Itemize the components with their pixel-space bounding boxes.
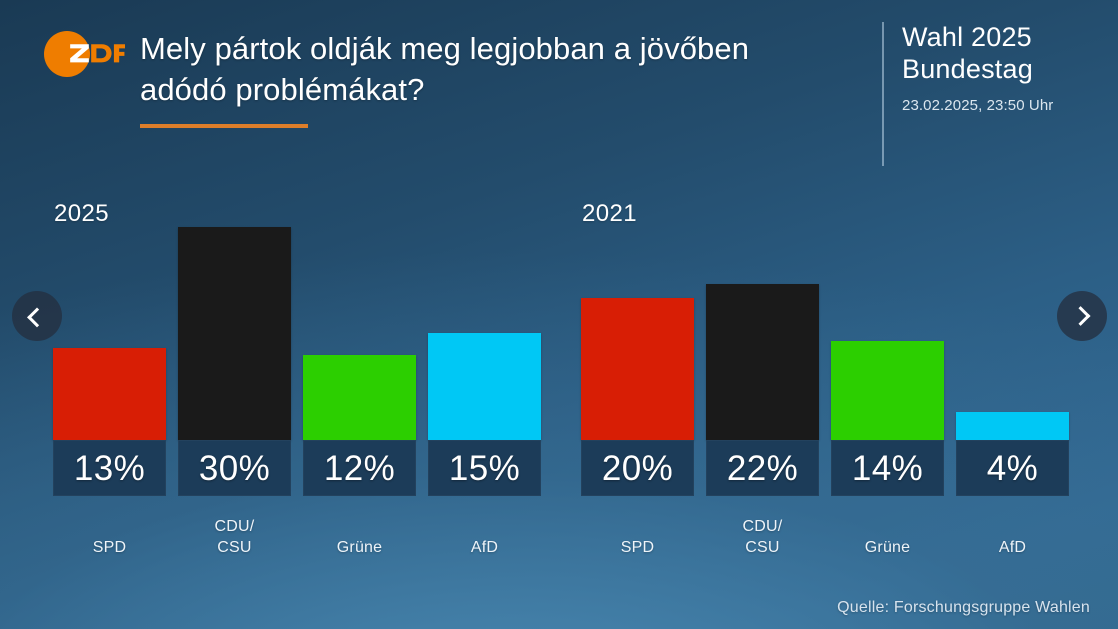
bar-group-bars: 13% SPD 30% CDU/ CSU 12% Grüne [53, 170, 541, 570]
value-text: 15% [448, 448, 521, 488]
carousel-next-button[interactable] [1057, 291, 1107, 341]
zdf-logo-disc [44, 31, 90, 77]
value-badge: 4% [956, 440, 1069, 496]
value-text: 12% [323, 448, 396, 488]
chart-group-2021: 2021 20% SPD 22% CDU/ CSU 14% [581, 170, 1069, 580]
zdf-logo [44, 31, 125, 77]
page-title: Mely pártok oldják meg legjobban a jövőb… [140, 31, 750, 108]
chevron-right-icon [1070, 306, 1091, 326]
value-badge: 12% [303, 440, 416, 496]
source-caption: Quelle: Forschungsgruppe Wahlen [837, 599, 1090, 616]
bar-slot[interactable]: 4% AfD [956, 170, 1069, 570]
bar-slot[interactable]: 15% AfD [428, 170, 541, 570]
bar-rect [303, 354, 416, 440]
bar-rect [831, 340, 944, 440]
bar-chart: 2025 13% SPD 30% CDU/ CSU 12% [0, 170, 1118, 629]
value-badge: 20% [581, 440, 694, 496]
election-timestamp: 23.02.2025, 23:50 Uhr [902, 96, 1054, 114]
carousel-prev-button[interactable] [12, 291, 62, 341]
value-text: 4% [986, 448, 1039, 488]
meta-divider [882, 22, 884, 166]
zdf-wordmark-icon [70, 44, 125, 63]
bar-slot[interactable]: 13% SPD [53, 170, 166, 570]
value-text: 22% [726, 448, 799, 488]
party-label: CDU/ CSU [214, 518, 255, 556]
title-block: Mely pártok oldják meg legjobban a jövőb… [140, 28, 840, 129]
party-label: AfD [998, 538, 1027, 556]
bar-rect [428, 333, 541, 440]
chart-group-2025: 2025 13% SPD 30% CDU/ CSU 12% [53, 170, 541, 580]
bar-rect [178, 226, 291, 440]
value-badge: 22% [706, 440, 819, 496]
title-underline-rule [140, 124, 308, 129]
value-text: 30% [198, 448, 271, 488]
value-badge: 13% [53, 440, 166, 496]
bar-rect [581, 297, 694, 440]
bar-slot[interactable]: 30% CDU/ CSU [178, 170, 291, 570]
bar-rect [706, 283, 819, 440]
group-year-label: 2021 [582, 200, 637, 227]
party-label: SPD [620, 538, 655, 556]
party-label: Grüne [864, 538, 911, 556]
bar-slot[interactable]: 22% CDU/ CSU [706, 170, 819, 570]
chevron-left-icon [27, 307, 47, 328]
party-label: Grüne [336, 538, 383, 556]
group-year-label: 2025 [54, 200, 109, 227]
party-label: CDU/ CSU [742, 518, 783, 556]
bar-slot[interactable]: 14% Grüne [831, 170, 944, 570]
value-badge: 15% [428, 440, 541, 496]
value-text: 13% [73, 448, 146, 488]
bar-rect [53, 347, 166, 440]
value-badge: 30% [178, 440, 291, 496]
value-text: 20% [601, 448, 674, 488]
party-label: AfD [470, 538, 499, 556]
election-title-line1: Wahl 2025 [902, 22, 1032, 52]
header: Mely pártok oldják meg legjobban a jövőb… [0, 0, 1118, 170]
value-badge: 14% [831, 440, 944, 496]
value-text: 14% [851, 448, 924, 488]
party-label: SPD [92, 538, 127, 556]
bar-rect [956, 411, 1069, 440]
bar-slot[interactable]: 12% Grüne [303, 170, 416, 570]
bar-slot[interactable]: 20% SPD [581, 170, 694, 570]
election-title-line2: Bundestag [902, 53, 1033, 84]
election-meta-block: Wahl 2025 Bundestag 23.02.2025, 23:50 Uh… [882, 22, 1092, 166]
bar-group-bars: 20% SPD 22% CDU/ CSU 14% Grüne [581, 170, 1069, 570]
